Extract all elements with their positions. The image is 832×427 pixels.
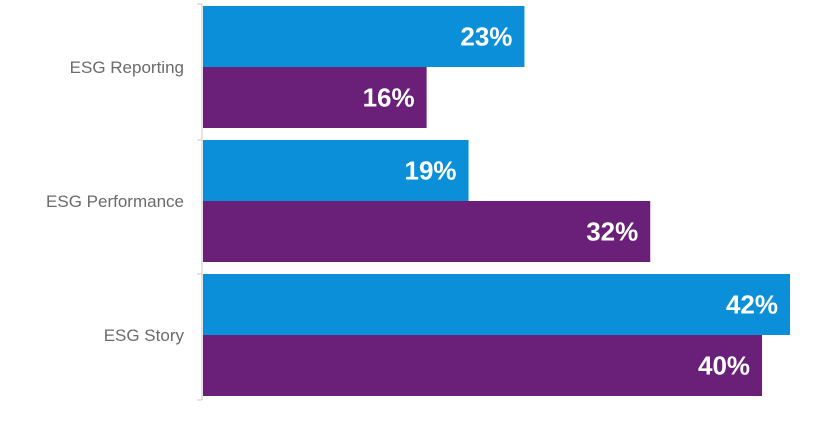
data-label: 40% [698, 351, 750, 381]
data-label: 19% [405, 156, 457, 186]
data-label: 32% [586, 217, 638, 247]
bar-esg-story-s1 [203, 274, 790, 335]
category-label: ESG Performance [46, 192, 184, 211]
labels-layer: 23% 16% ESG Reporting 19% 32% ESG Performance… [46, 22, 778, 381]
bars-layer [203, 6, 790, 396]
bar-esg-performance-s2 [203, 201, 651, 262]
data-label: 16% [363, 83, 415, 113]
bar-esg-reporting-s1 [203, 6, 525, 67]
bar-esg-story-s2 [203, 335, 763, 396]
data-label: 23% [460, 22, 512, 52]
bar-esg-reporting-s2 [203, 67, 427, 128]
bar-esg-performance-s1 [203, 140, 469, 201]
axis-layer [197, 3, 203, 401]
category-label: ESG Reporting [70, 58, 184, 77]
category-label: ESG Story [104, 326, 185, 345]
data-label: 42% [726, 290, 778, 320]
